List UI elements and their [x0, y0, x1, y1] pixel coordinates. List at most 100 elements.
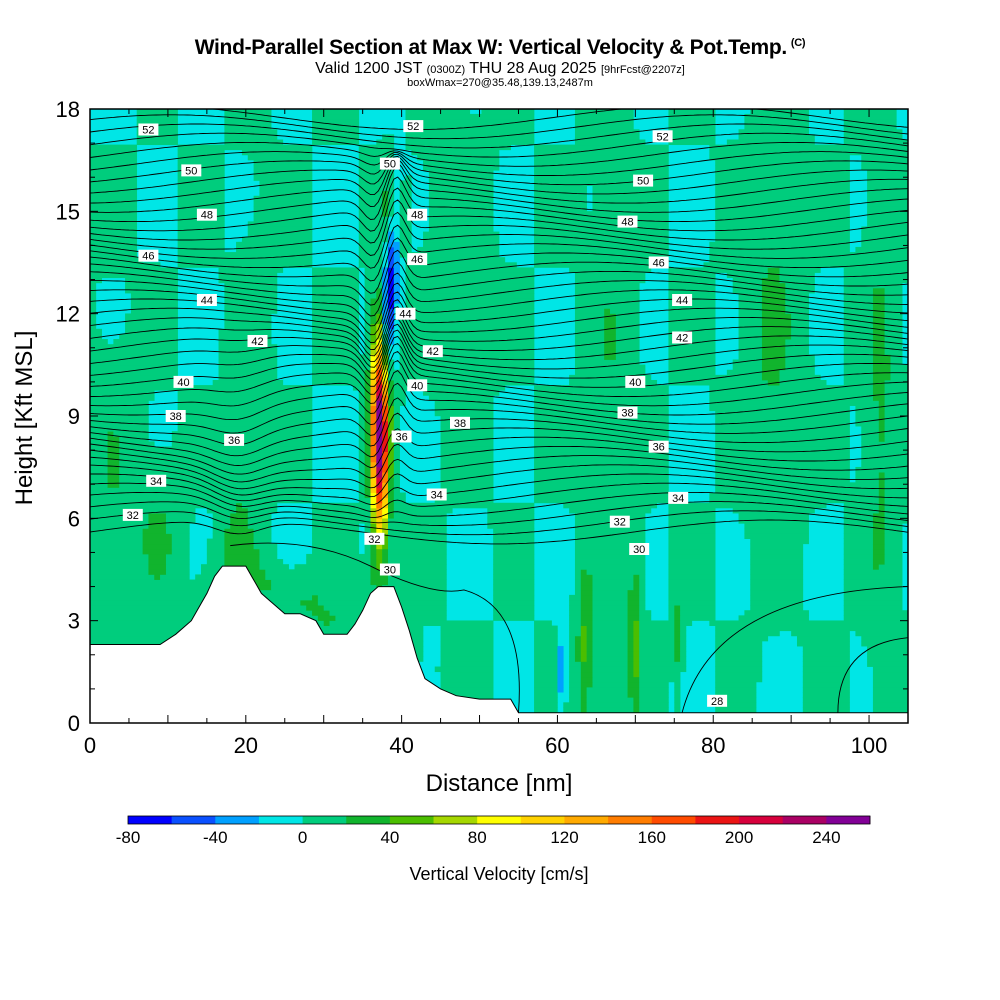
w-cell [493, 543, 535, 550]
isentrope-line [90, 155, 908, 195]
w-cell [393, 395, 406, 401]
w-cell [604, 318, 617, 325]
w-cell [580, 656, 587, 662]
w-cell [370, 523, 377, 529]
w-cell [387, 528, 447, 534]
w-cell [843, 589, 903, 596]
w-cell [867, 195, 908, 202]
w-cell [387, 395, 395, 401]
w-cell [165, 523, 190, 529]
w-cell [627, 686, 640, 693]
w-cell [668, 359, 716, 366]
w-cell [574, 287, 640, 294]
w-cell [142, 528, 167, 534]
w-cell [259, 180, 313, 186]
w-cell [534, 686, 558, 693]
w-cell [382, 533, 389, 539]
w-cell [90, 548, 143, 555]
w-cell [569, 671, 582, 678]
w-cell [387, 569, 447, 575]
w-cell [487, 513, 535, 519]
w-cell [358, 159, 395, 166]
w-cell [247, 154, 313, 161]
w-cell [534, 620, 552, 626]
isentrope-label-bg [247, 335, 268, 347]
w-cell [382, 303, 389, 309]
w-cell [376, 543, 383, 550]
isentrope-label-bg [379, 157, 400, 170]
w-cell [574, 528, 646, 534]
w-cell [364, 303, 371, 309]
w-cell [177, 390, 313, 396]
w-cell [376, 564, 383, 570]
w-cell [668, 559, 716, 565]
w-cell [387, 318, 395, 325]
w-cell [627, 600, 640, 606]
w-cell [387, 364, 395, 371]
w-cell [393, 257, 400, 263]
w-cell [785, 308, 809, 314]
w-cell [387, 420, 395, 427]
w-cell [574, 272, 646, 279]
w-cell [387, 252, 395, 258]
w-cell [90, 528, 143, 534]
w-cell [382, 477, 389, 483]
w-cell [569, 640, 576, 647]
isentrope-label-bg [652, 130, 673, 143]
w-cell [843, 369, 874, 376]
w-cell [843, 298, 874, 304]
w-cell [224, 134, 278, 140]
isentrope-line [90, 176, 908, 232]
w-cell [405, 119, 535, 125]
w-cell [382, 497, 389, 504]
w-cell [171, 543, 190, 550]
w-cell [586, 697, 634, 703]
w-cell [627, 625, 634, 632]
w-cell [382, 400, 389, 406]
x-tick-label: 20 [234, 733, 258, 758]
w-cell [639, 635, 675, 642]
w-cell [534, 211, 669, 217]
w-cell [387, 410, 395, 417]
w-cell [312, 113, 360, 120]
w-cell [370, 431, 377, 437]
w-cell [744, 119, 809, 125]
w-cell [750, 538, 809, 545]
w-cell [592, 681, 628, 688]
w-cell [615, 339, 640, 345]
x-tick-label: 100 [851, 733, 888, 758]
w-cell [680, 610, 716, 616]
w-cell [358, 195, 383, 202]
colorbar-tick-label: -40 [203, 828, 228, 847]
isentrope-line [90, 199, 908, 256]
w-cell [440, 692, 494, 698]
w-cell [90, 400, 149, 406]
w-cell [376, 431, 383, 437]
w-cell [393, 277, 400, 284]
w-cell [861, 226, 908, 232]
w-cell [440, 651, 494, 657]
w-cell [872, 349, 885, 355]
w-cell [843, 513, 874, 519]
isentrope-label: 52 [142, 125, 154, 137]
w-cell [119, 461, 313, 468]
w-cell [212, 379, 284, 386]
w-cell [744, 533, 809, 539]
w-cell [867, 221, 908, 227]
w-cell [387, 211, 395, 217]
w-cell [674, 625, 681, 632]
w-cell [884, 287, 903, 294]
w-cell [639, 692, 669, 698]
w-cell [592, 651, 628, 657]
colorbar-swatch [782, 816, 827, 824]
isentrope-label-bg [364, 532, 385, 545]
w-cell [493, 564, 535, 570]
w-cell [574, 359, 640, 366]
w-cell [674, 635, 681, 642]
w-cell [668, 513, 716, 519]
w-cell [615, 354, 640, 360]
w-cell [802, 681, 850, 688]
w-cell [633, 651, 640, 657]
w-cell [493, 553, 535, 560]
w-cell [878, 431, 885, 437]
